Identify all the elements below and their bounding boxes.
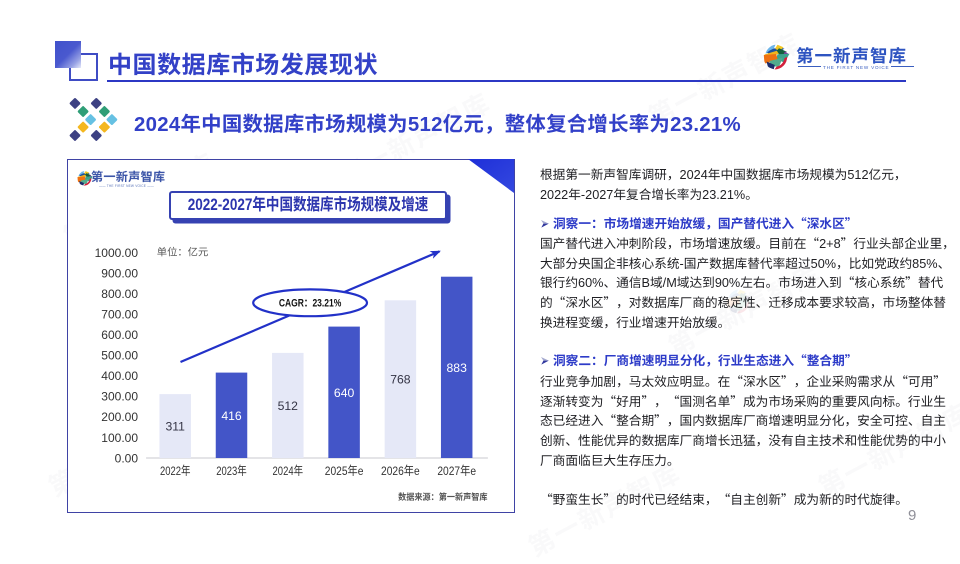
svg-text:2026年e: 2026年e — [381, 463, 420, 477]
svg-text:900.00: 900.00 — [101, 266, 138, 280]
svg-text:600.00: 600.00 — [101, 328, 138, 342]
svg-text:416: 416 — [221, 408, 242, 422]
svg-text:2022年: 2022年 — [160, 463, 191, 477]
svg-text:883: 883 — [447, 360, 468, 374]
svg-text:单位：亿元: 单位：亿元 — [157, 246, 208, 258]
svg-text:2024年: 2024年 — [273, 463, 304, 477]
svg-text:100.00: 100.00 — [101, 430, 138, 444]
svg-text:700.00: 700.00 — [101, 307, 138, 321]
svg-text:数据来源：第一新声智库: 数据来源：第一新声智库 — [398, 491, 487, 501]
svg-text:0.00: 0.00 — [115, 451, 139, 465]
svg-text:300.00: 300.00 — [101, 389, 138, 403]
svg-text:500.00: 500.00 — [101, 348, 138, 362]
svg-text:768: 768 — [390, 372, 411, 386]
svg-text:CAGR：23.21%: CAGR：23.21% — [279, 297, 342, 309]
svg-text:2025年e: 2025年e — [325, 463, 364, 477]
svg-text:2027年e: 2027年e — [437, 463, 476, 477]
svg-text:800.00: 800.00 — [101, 287, 138, 301]
svg-text:400.00: 400.00 — [101, 369, 138, 383]
svg-text:640: 640 — [334, 385, 355, 399]
svg-text:512: 512 — [278, 398, 299, 412]
svg-text:200.00: 200.00 — [101, 410, 138, 424]
svg-text:311: 311 — [165, 419, 185, 433]
svg-text:2023年: 2023年 — [216, 463, 247, 477]
svg-text:1000.00: 1000.00 — [95, 246, 139, 260]
